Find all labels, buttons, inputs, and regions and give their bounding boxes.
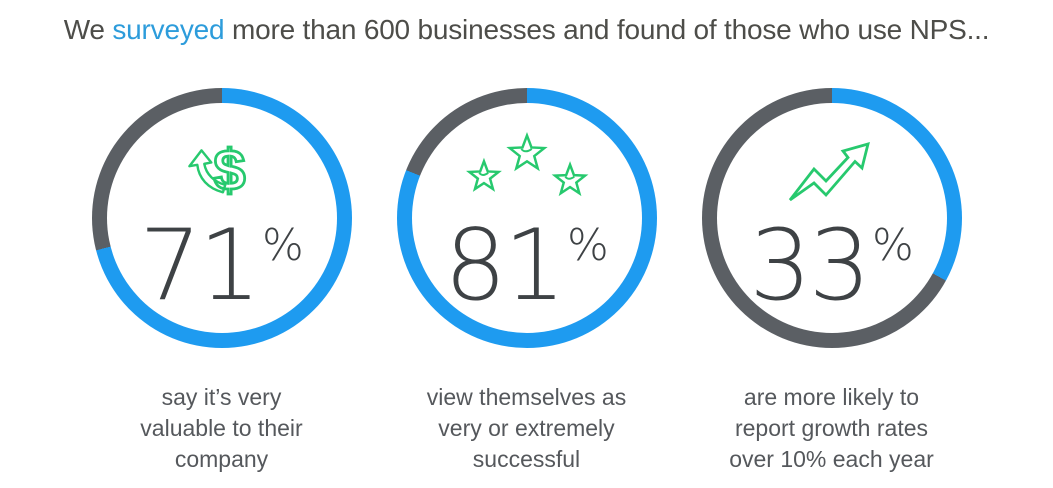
stat-number: 71 <box>139 209 261 323</box>
caption-line: valuable to their <box>140 415 303 441</box>
ring-content: 33% <box>717 103 947 333</box>
caption-line: company <box>174 446 269 472</box>
caption-line: say it’s very <box>161 384 282 410</box>
stat-value: 71% <box>139 217 304 315</box>
stat-caption: are more likely to report growth rates o… <box>729 382 934 475</box>
headline-suffix: more than 600 businesses and found of th… <box>224 14 990 45</box>
stat-value: 33% <box>749 217 914 315</box>
svg-text:$: $ <box>213 139 245 203</box>
trend-up-arrow-icon <box>788 142 870 202</box>
percent-sign: % <box>261 220 304 271</box>
donut-ring-value: $ 71% <box>91 88 352 348</box>
stat-column-growth: 33% are more likely to report growth rat… <box>701 88 962 475</box>
icon-box <box>452 121 602 213</box>
surveyed-link[interactable]: surveyed <box>112 14 225 45</box>
headline: We surveyed more than 600 businesses and… <box>0 0 1053 46</box>
percent-sign: % <box>871 220 914 271</box>
stats-row: $ 71% say it’s very valuable to their co… <box>0 88 1053 475</box>
caption-line: over 10% each year <box>729 446 934 472</box>
percent-sign: % <box>566 220 609 271</box>
dollar-growth-icon: $ <box>187 137 246 204</box>
ring-content: 81% <box>412 103 642 333</box>
headline-prefix: We <box>63 14 113 45</box>
stat-caption: view themselves as very or extremely suc… <box>427 382 626 475</box>
icon-box: $ <box>181 121 263 213</box>
caption-line: very or extremely <box>438 415 615 441</box>
stat-number: 81 <box>444 209 566 323</box>
stat-value: 81% <box>444 217 609 315</box>
stat-number: 33 <box>749 209 871 323</box>
ring-content: $ 71% <box>107 103 337 333</box>
icon-box <box>782 121 882 213</box>
stat-column-value: $ 71% say it’s very valuable to their co… <box>91 88 352 475</box>
donut-ring-growth: 33% <box>701 88 962 348</box>
stat-caption: say it’s very valuable to their company <box>140 382 302 475</box>
caption-line: report growth rates <box>734 415 928 441</box>
donut-ring-success: 81% <box>396 88 657 348</box>
nps-survey-infographic: We surveyed more than 600 businesses and… <box>0 0 1053 475</box>
stat-column-success: 81% view themselves as very or extremely… <box>396 88 657 475</box>
caption-line: are more likely to <box>743 384 920 410</box>
caption-line: view themselves as <box>426 384 627 410</box>
three-stars-icon <box>465 131 588 197</box>
caption-line: successful <box>472 446 581 472</box>
